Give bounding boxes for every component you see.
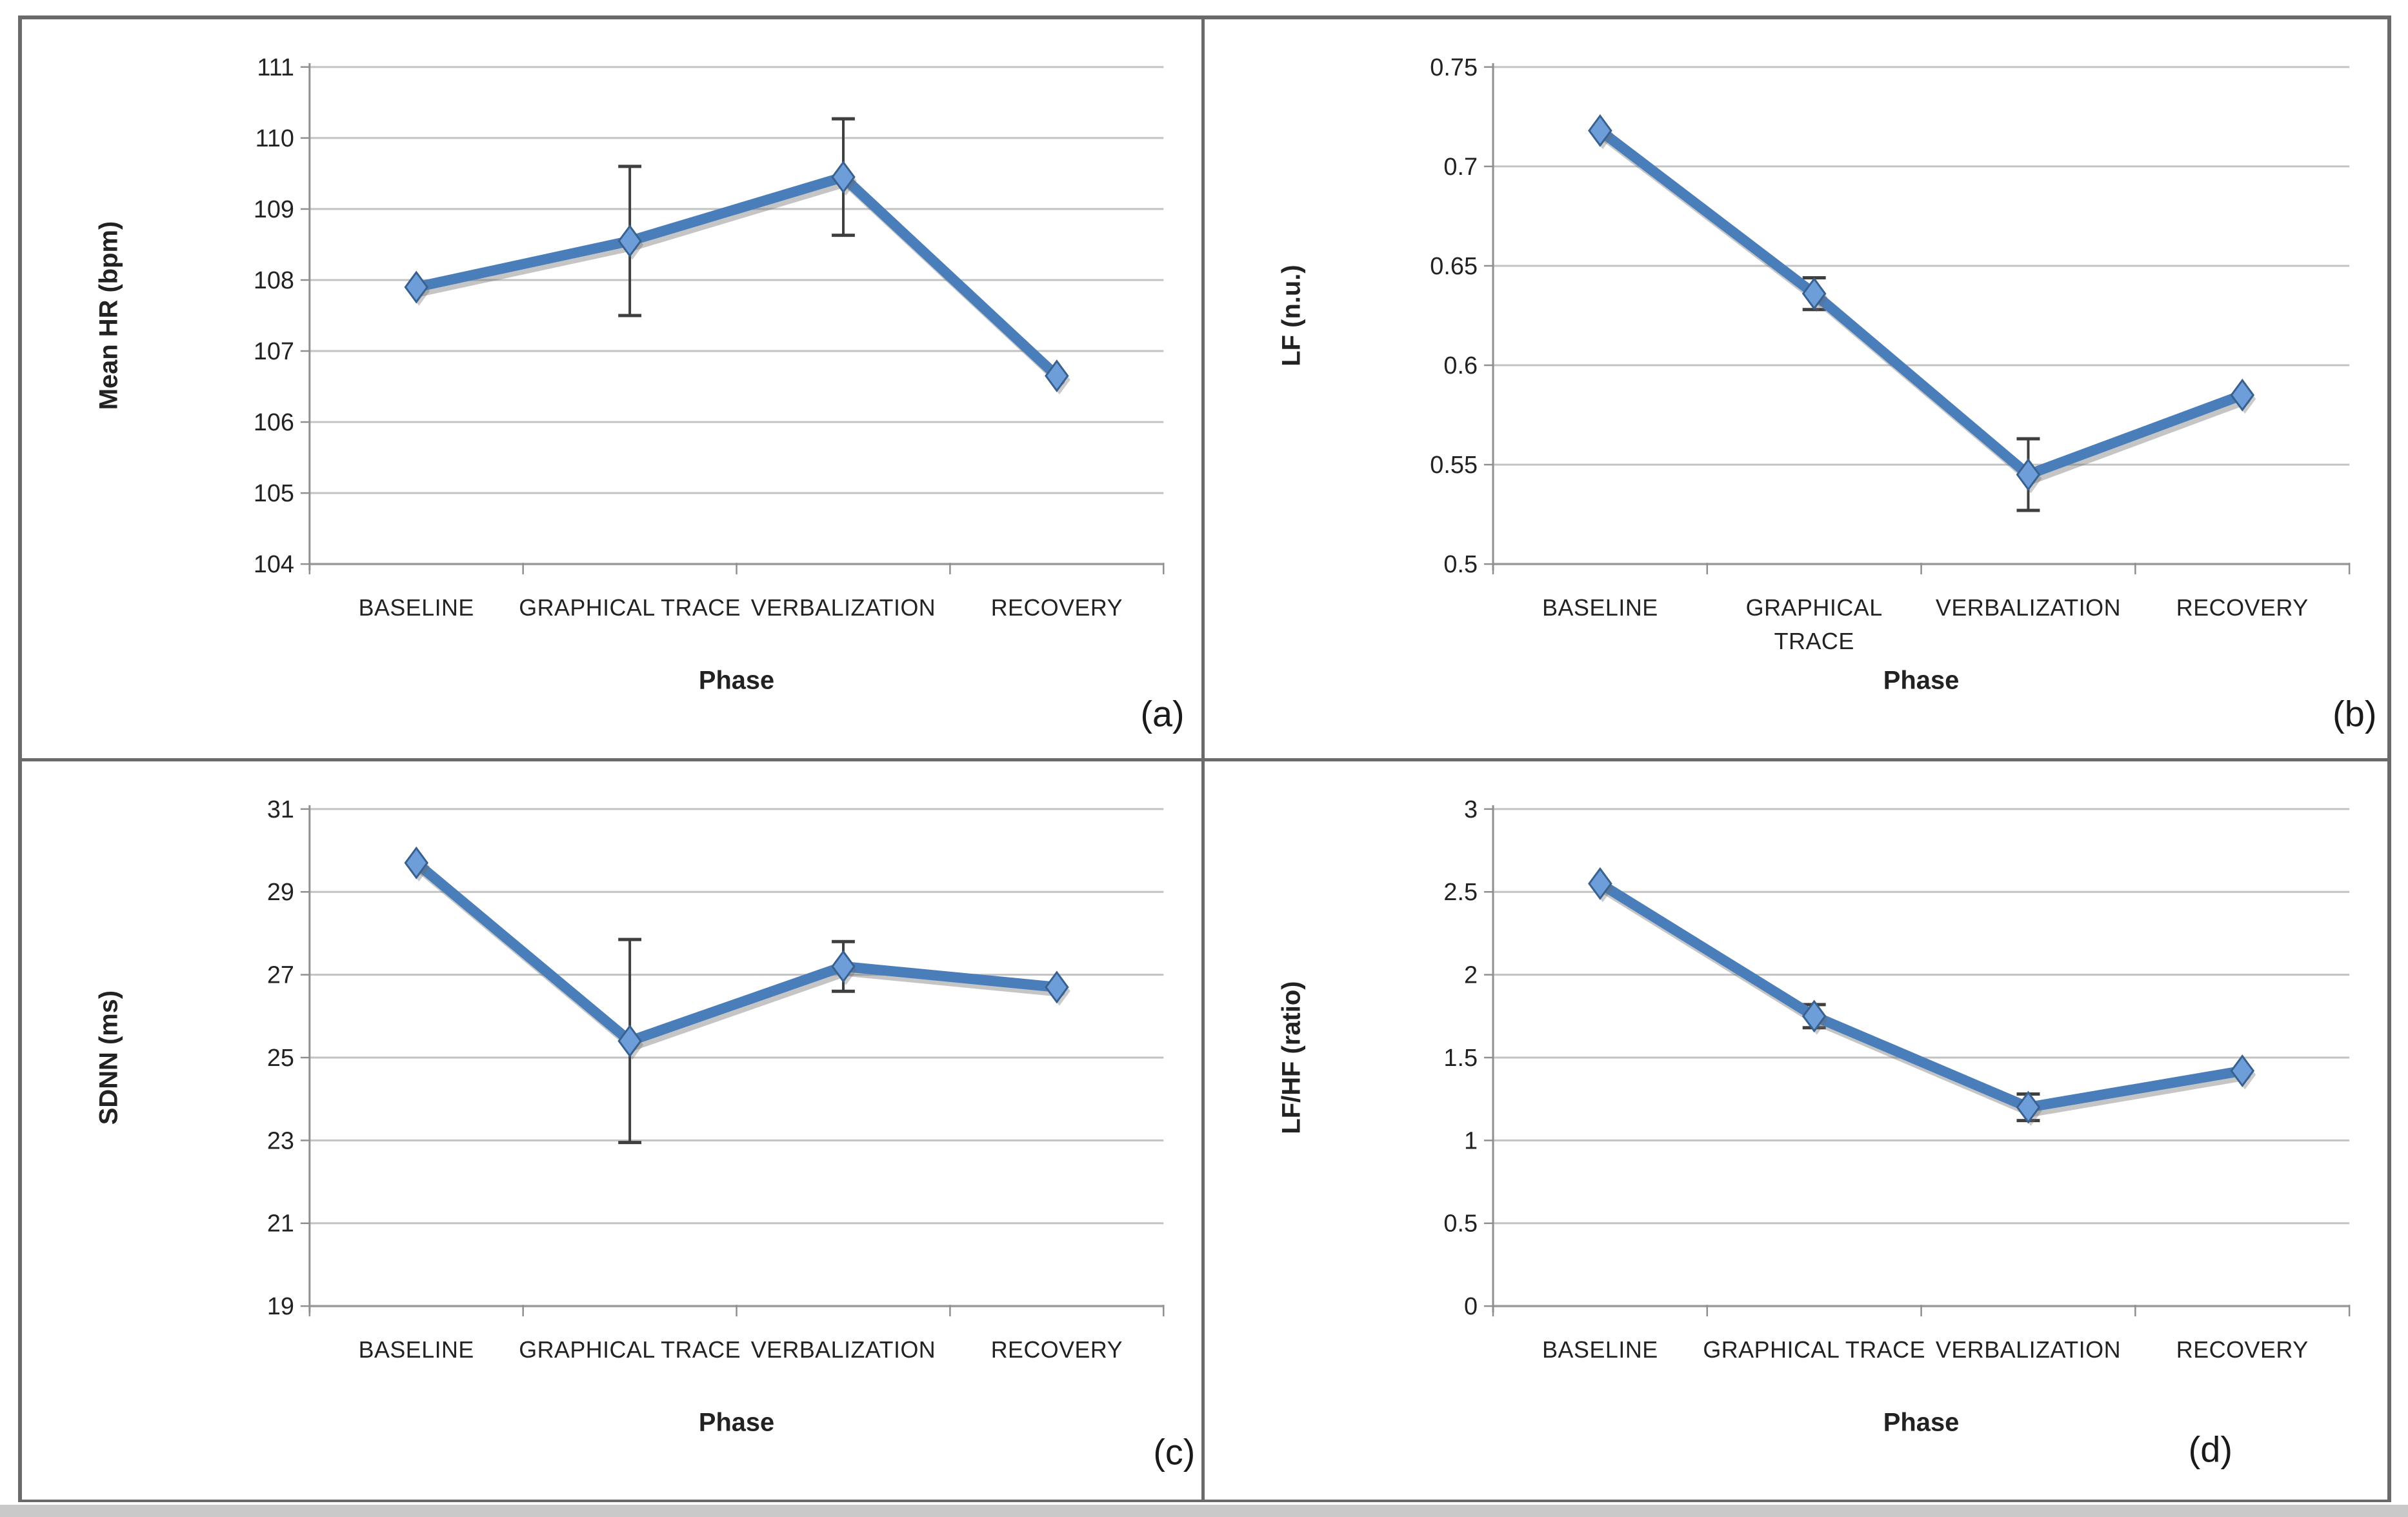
y-axis-title: LF (n.u.) [1278, 265, 1306, 366]
y-tick-label: 110 [256, 125, 294, 152]
data-point-marker [617, 224, 642, 257]
x-tick-label: BASELINE [1542, 594, 1658, 621]
data-point-marker [2016, 1090, 2041, 1123]
y-tick-label: 106 [254, 409, 294, 436]
data-point-marker [2230, 1054, 2255, 1087]
x-tick-label: VERBALIZATION [751, 1336, 936, 1362]
x-tick-label: BASELINE [1542, 1336, 1658, 1362]
data-point-marker [1801, 277, 1827, 310]
y-tick-label: 0.5 [1443, 551, 1478, 578]
y-axis-title: SDNN (ms) [94, 990, 123, 1124]
x-tick-label: BASELINE [359, 595, 474, 621]
chart-panel-c: 19 21 23 25 27 29 31 BASELINE GRAPHICAL TRACE VER… [22, 761, 1205, 1500]
data-point-marker [404, 846, 429, 879]
data-point-marker [2230, 378, 2255, 412]
data-point-marker [1045, 970, 1069, 1003]
y-tick-label: 111 [257, 54, 294, 81]
panel-letter: (b) [2333, 694, 2376, 734]
y-tick-label: 31 [267, 796, 294, 823]
chart-panel-a: 104 105 106 107 108 109 110 111 BASELINE GRAPHICA… [22, 19, 1205, 761]
y-tick-label: 0.75 [1430, 54, 1478, 81]
y-tick-label: 19 [267, 1293, 294, 1320]
y-tick-label: 108 [254, 267, 294, 294]
y-tick-label: 105 [254, 480, 294, 507]
data-point-marker [1588, 867, 1612, 900]
y-tick-label: 27 [267, 961, 294, 989]
y-tick-label: 0.7 [1443, 154, 1478, 181]
y-tick-label: 2.5 [1443, 879, 1478, 906]
x-tick-label: RECOVERY [2176, 594, 2309, 621]
lf-chart: 0.5 0.55 0.6 0.65 0.7 0.75 BASELINE GRAPHICAL TR… [1278, 54, 2377, 734]
series-line-shadow [414, 861, 1065, 1050]
sdnn-chart: 19 21 23 25 27 29 31 BASELINE GRAPHICAL TRACE VER… [94, 796, 1195, 1472]
y-tick-label: 0 [1464, 1293, 1478, 1320]
x-tick-label: GRAPHICAL TRACE [519, 595, 741, 621]
x-tick-label: GRAPHICAL [1746, 594, 1883, 621]
x-tick-label: RECOVERY [2176, 1336, 2309, 1362]
panel-letter: (d) [2189, 1429, 2232, 1469]
y-tick-label: 25 [267, 1044, 294, 1071]
panel-letter: (a) [1140, 694, 1184, 734]
y-tick-label: 1.5 [1443, 1044, 1478, 1071]
y-tick-label: 0.65 [1430, 253, 1478, 280]
series-line [411, 857, 1062, 1046]
page-edge-strip [0, 1505, 2408, 1517]
data-point-marker [831, 160, 856, 194]
y-tick-label: 1 [1464, 1127, 1478, 1154]
x-tick-label: RECOVERY [991, 1336, 1123, 1362]
data-point-marker [2016, 458, 2041, 491]
x-tick-label: TRACE [1774, 628, 1854, 654]
panel-letter: (c) [1153, 1431, 1195, 1472]
y-tick-label: 0.6 [1443, 352, 1478, 379]
series-line [411, 172, 1062, 381]
x-tick-label: VERBALIZATION [751, 595, 936, 621]
y-tick-label: 23 [267, 1127, 294, 1154]
x-axis-title: Phase [699, 667, 774, 695]
x-tick-label: GRAPHICAL TRACE [1703, 1336, 1925, 1362]
x-tick-label: RECOVERY [991, 595, 1123, 621]
y-tick-label: 21 [267, 1210, 294, 1237]
lf-hf-chart: 0 0.5 1 1.5 2 2.5 3 BASELINE GRAPHICAL TRACE VERB… [1278, 796, 2351, 1469]
y-axis-title: Mean HR (bpm) [94, 221, 123, 410]
x-axis-title: Phase [1883, 667, 1960, 695]
data-point-marker [1588, 114, 1612, 147]
y-tick-label: 107 [254, 338, 294, 365]
x-tick-label: BASELINE [359, 1336, 474, 1362]
y-tick-label: 29 [267, 879, 294, 906]
y-tick-label: 109 [254, 196, 294, 223]
x-axis-title: Phase [1883, 1408, 1960, 1436]
series-line [1594, 125, 2248, 480]
data-point-marker [404, 270, 429, 304]
x-axis-title: Phase [699, 1408, 774, 1436]
x-tick-label: VERBALIZATION [1936, 594, 2121, 621]
x-tick-label: VERBALIZATION [1936, 1336, 2121, 1362]
y-tick-label: 3 [1464, 796, 1478, 823]
y-tick-label: 104 [254, 551, 294, 578]
y-tick-label: 0.5 [1443, 1210, 1478, 1237]
data-point-marker [1045, 359, 1069, 393]
x-tick-label: GRAPHICAL TRACE [519, 1336, 741, 1362]
data-point-marker [617, 1024, 642, 1058]
y-axis-title: LF/HF (ratio) [1278, 981, 1306, 1134]
series-line [1594, 878, 2248, 1112]
chart-panel-d: 0 0.5 1 1.5 2 2.5 3 BASELINE GRAPHICAL TRACE VERB… [1205, 761, 2387, 1500]
y-tick-label: 2 [1464, 961, 1478, 989]
mean-hr-chart: 104 105 106 107 108 109 110 111 BASELINE GRAPHICA… [94, 54, 1184, 734]
series-line-shadow [1598, 882, 2251, 1117]
chart-panel-b: 0.5 0.55 0.6 0.65 0.7 0.75 BASELINE GRAPHICAL TR… [1205, 19, 2387, 761]
four-panel-figure: 104 105 106 107 108 109 110 111 BASELINE GRAPHICA… [18, 15, 2391, 1502]
y-tick-label: 0.55 [1430, 452, 1478, 479]
data-point-marker [831, 949, 856, 983]
data-point-marker [1801, 999, 1827, 1032]
